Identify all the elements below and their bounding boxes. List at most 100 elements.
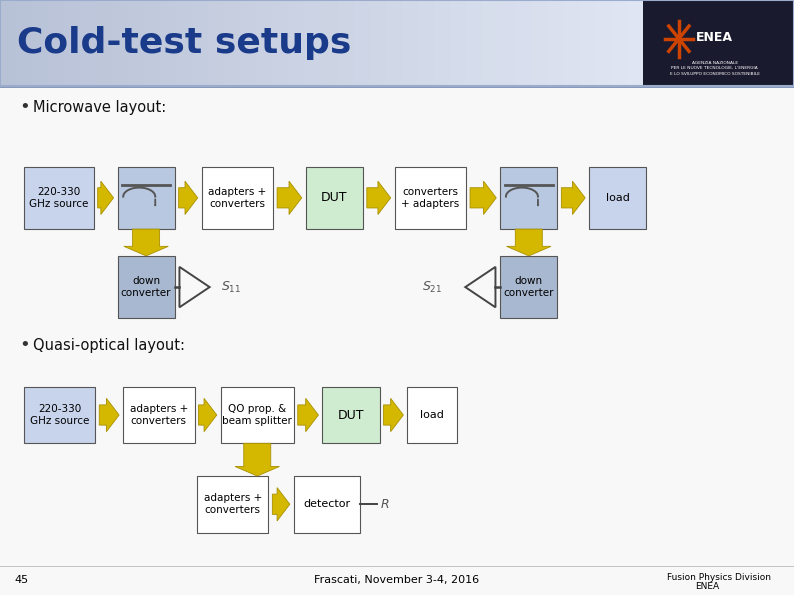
Polygon shape [124, 229, 168, 256]
Text: adapters +
converters: adapters + converters [203, 493, 262, 515]
Polygon shape [99, 399, 119, 432]
Text: Quasi-optical layout:: Quasi-optical layout: [33, 337, 185, 353]
FancyBboxPatch shape [322, 387, 380, 443]
Text: down
converter: down converter [503, 276, 554, 298]
Bar [306, 0, 322, 86]
Bar [595, 0, 611, 86]
FancyBboxPatch shape [407, 387, 457, 443]
Bar [0, 0, 794, 86]
Bar [209, 0, 225, 86]
Bar [386, 0, 402, 86]
Polygon shape [277, 181, 302, 214]
Bar [225, 0, 241, 86]
Polygon shape [235, 443, 279, 476]
Bar [370, 0, 386, 86]
Text: adapters +
converters: adapters + converters [208, 187, 267, 209]
Polygon shape [198, 399, 217, 432]
Bar [611, 0, 627, 86]
Text: $S_{11}$: $S_{11}$ [221, 280, 241, 295]
Bar [97, 0, 113, 86]
Text: $R$: $R$ [380, 498, 389, 511]
Text: detector: detector [303, 499, 350, 509]
Bar [193, 0, 209, 86]
Bar [530, 0, 546, 86]
Polygon shape [98, 181, 114, 214]
Text: Microwave layout:: Microwave layout: [33, 99, 167, 115]
Text: down
converter: down converter [121, 276, 172, 298]
Text: 45: 45 [14, 575, 29, 584]
Polygon shape [367, 181, 391, 214]
Bar [160, 0, 177, 86]
Text: load: load [606, 193, 630, 203]
Text: DUT: DUT [321, 192, 348, 204]
Bar [129, 0, 145, 86]
FancyBboxPatch shape [294, 476, 360, 533]
Polygon shape [384, 399, 403, 432]
FancyBboxPatch shape [24, 167, 94, 229]
Text: DUT: DUT [337, 409, 364, 421]
Bar [563, 0, 579, 86]
Text: QO prop. &
beam splitter: QO prop. & beam splitter [222, 404, 292, 426]
Bar [289, 0, 306, 86]
Bar [450, 0, 466, 86]
Text: converters
+ adapters: converters + adapters [401, 187, 460, 209]
Bar [273, 0, 289, 86]
Bar [434, 0, 450, 86]
Bar [337, 0, 354, 86]
Bar [80, 0, 97, 86]
FancyBboxPatch shape [500, 167, 557, 229]
Text: 220-330
GHz source: 220-330 GHz source [29, 187, 88, 209]
FancyBboxPatch shape [221, 387, 294, 443]
Text: AGENZIA NAZIONALE
PER LE NUOVE TECNOLOGIE, L'ENERGIA
E LO SVILUPPO ECONOMICO SOS: AGENZIA NAZIONALE PER LE NUOVE TECNOLOGI… [669, 61, 760, 76]
Bar [241, 0, 257, 86]
Bar [64, 0, 80, 86]
Polygon shape [298, 399, 318, 432]
Bar [16, 0, 32, 86]
FancyBboxPatch shape [24, 387, 95, 443]
Text: Fusion Physics Division: Fusion Physics Division [667, 572, 771, 582]
Bar [32, 0, 48, 86]
Bar [113, 0, 129, 86]
Bar [499, 0, 515, 86]
FancyBboxPatch shape [118, 256, 175, 318]
FancyBboxPatch shape [306, 167, 363, 229]
Text: 220-330
GHz source: 220-330 GHz source [30, 404, 89, 426]
Bar [322, 0, 337, 86]
Polygon shape [507, 229, 551, 256]
Text: Cold-test setups: Cold-test setups [17, 26, 352, 60]
Text: •: • [19, 98, 30, 116]
Bar [643, 0, 794, 86]
Bar [0, 86, 794, 595]
Text: ENEA: ENEA [696, 31, 733, 44]
Text: adapters +
converters: adapters + converters [129, 404, 188, 426]
FancyBboxPatch shape [395, 167, 466, 229]
FancyBboxPatch shape [197, 476, 268, 533]
Polygon shape [470, 181, 496, 214]
Bar [145, 0, 160, 86]
Bar [579, 0, 595, 86]
Bar [48, 0, 64, 86]
Bar [177, 0, 193, 86]
Bar [627, 0, 643, 86]
Bar [466, 0, 483, 86]
Text: Frascati, November 3-4, 2016: Frascati, November 3-4, 2016 [314, 575, 480, 584]
Polygon shape [179, 181, 198, 214]
FancyBboxPatch shape [589, 167, 646, 229]
Text: $S_{21}$: $S_{21}$ [422, 280, 441, 295]
Text: ENEA: ENEA [696, 582, 719, 591]
Polygon shape [272, 488, 290, 521]
FancyBboxPatch shape [123, 387, 195, 443]
Bar [546, 0, 563, 86]
Bar [257, 0, 273, 86]
Bar [354, 0, 370, 86]
Text: •: • [19, 336, 30, 354]
Bar [0, 86, 794, 88]
FancyBboxPatch shape [118, 167, 175, 229]
Polygon shape [561, 181, 585, 214]
Bar [483, 0, 499, 86]
FancyBboxPatch shape [500, 256, 557, 318]
Text: load: load [420, 410, 444, 420]
FancyBboxPatch shape [202, 167, 273, 229]
Bar [0, 0, 16, 86]
Bar [418, 0, 434, 86]
